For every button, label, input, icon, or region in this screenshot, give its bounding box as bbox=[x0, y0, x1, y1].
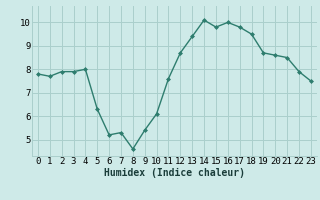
X-axis label: Humidex (Indice chaleur): Humidex (Indice chaleur) bbox=[104, 168, 245, 178]
